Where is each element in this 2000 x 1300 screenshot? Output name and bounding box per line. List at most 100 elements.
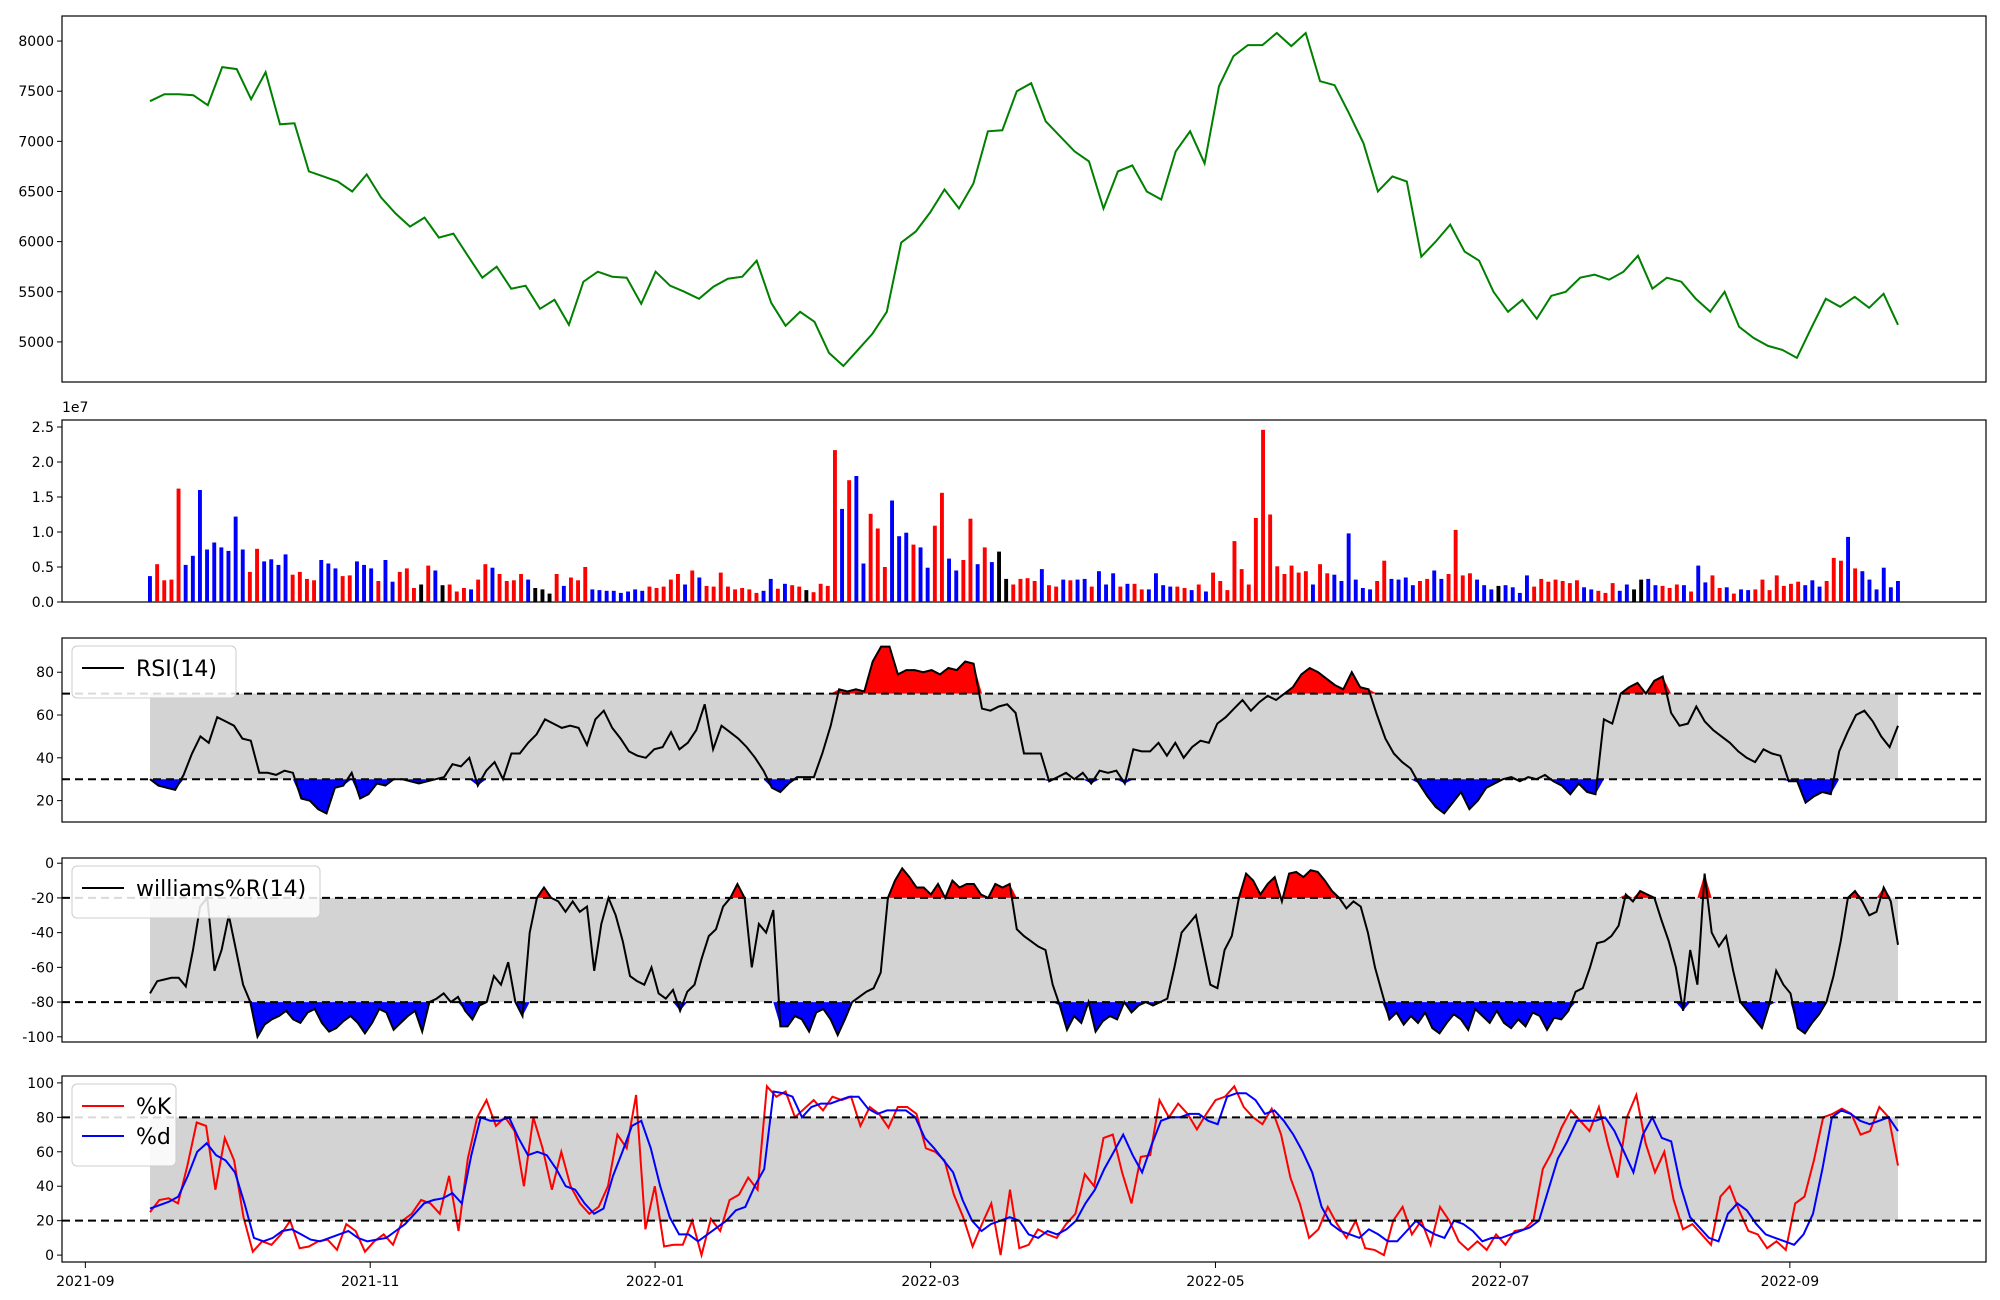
rsi-frame — [61, 637, 1987, 823]
volume-bar — [1332, 574, 1337, 602]
volume-bar — [1439, 578, 1444, 602]
volume-ytick-label: 0.5 — [32, 560, 54, 576]
rsi-panel: 20 40 60 80 RSI(14) — [36, 637, 1987, 823]
volume-bar — [1375, 581, 1380, 602]
volume-bar — [1054, 586, 1059, 602]
volume-bar — [1118, 586, 1123, 602]
volume-bar — [1097, 571, 1101, 602]
volume-bar — [1146, 589, 1151, 602]
volume-bar — [383, 560, 388, 602]
williams-overbought-fill — [730, 884, 745, 898]
volume-bar — [1774, 575, 1779, 602]
volume-bar — [882, 567, 887, 602]
stochastic-ytick-label: 0 — [45, 1248, 54, 1264]
price-ytick-label: 8000 — [18, 34, 54, 50]
stochastic-panel: 0 20 40 60 80 100 %K %d — [27, 1075, 1987, 1264]
volume-bar — [668, 579, 673, 602]
volume-bar — [897, 536, 902, 602]
volume-bar — [683, 584, 687, 602]
williams-ytick-label: -40 — [31, 926, 54, 942]
rsi-overbought-fill — [1284, 668, 1377, 694]
volume-bar — [804, 590, 809, 602]
volume-bar — [1624, 584, 1629, 602]
price-frame — [61, 15, 1987, 383]
rsi-ytick-label: 80 — [36, 665, 54, 681]
volume-bar — [1589, 589, 1594, 602]
volume-bar — [947, 558, 951, 602]
volume-bar — [190, 555, 195, 602]
volume-bar — [1496, 585, 1501, 602]
stochastic-ytick-label: 60 — [36, 1145, 54, 1161]
stochastic-legend-label: %d — [136, 1125, 171, 1150]
price-ytick-label: 6500 — [18, 184, 54, 200]
williams-oversold-fill — [250, 1002, 430, 1037]
stochastic-d-line — [149, 1090, 1899, 1246]
volume-bar — [1339, 581, 1344, 602]
volume-bar — [205, 549, 209, 602]
williams-ytick-label: -80 — [31, 995, 54, 1011]
williams-legend-label: williams%R(14) — [136, 877, 306, 902]
volume-bar — [1610, 583, 1615, 602]
volume-bar — [269, 559, 274, 602]
volume-bar — [1132, 583, 1137, 602]
rsi-ytick-label: 20 — [36, 794, 54, 810]
volume-bar — [262, 561, 267, 602]
volume-bar — [447, 584, 452, 602]
rsi-line — [149, 645, 1899, 815]
volume-bar — [1824, 581, 1829, 602]
volume-bar — [340, 576, 345, 602]
volume-bar — [654, 588, 659, 602]
volume-bar — [240, 549, 245, 602]
williams-line — [149, 866, 1899, 1040]
volume-bar — [1353, 579, 1358, 602]
volume-bar — [1232, 541, 1237, 602]
volume-bar — [155, 564, 160, 602]
volume-bar — [1061, 579, 1066, 602]
volume-bar — [526, 579, 531, 602]
volume-panel: 0.0 0.5 1.0 1.5 2.0 2.5 1e7 — [32, 400, 1987, 611]
volume-bar — [590, 589, 595, 602]
volume-bar — [1853, 568, 1858, 602]
price-line — [149, 31, 1899, 368]
volume-bar — [1682, 585, 1686, 602]
volume-bar — [940, 492, 944, 602]
volume-bar — [312, 580, 316, 602]
volume-bar — [1218, 581, 1223, 602]
volume-bar — [569, 577, 573, 602]
volume-bar — [369, 568, 374, 602]
rsi-oversold-fill — [1082, 779, 1100, 784]
volume-bar — [1346, 533, 1351, 602]
volume-bar — [1082, 578, 1087, 602]
volume-bar — [1639, 579, 1644, 602]
date-tick-label: 2022-01 — [626, 1274, 685, 1290]
volume-bar — [718, 572, 723, 602]
volume-bar — [975, 564, 980, 602]
volume-bar — [690, 570, 695, 602]
volume-bar — [1731, 593, 1736, 602]
volume-bar — [1517, 592, 1522, 602]
volume-bar — [818, 583, 823, 602]
volume-bar — [504, 581, 509, 602]
volume-bar — [911, 544, 916, 602]
volume-bar — [1617, 590, 1622, 602]
volume-bar — [412, 588, 416, 602]
volume-bar — [1446, 574, 1451, 602]
volume-bar — [1596, 590, 1601, 602]
date-tick-label: 2021-09 — [56, 1274, 115, 1290]
volume-bar — [597, 590, 602, 602]
volume-bar — [1475, 579, 1479, 602]
volume-bar — [404, 568, 409, 602]
volume-ytick-label: 0.0 — [32, 595, 54, 611]
volume-bar — [454, 591, 459, 602]
volume-bar — [1275, 566, 1280, 602]
volume-bar — [554, 574, 559, 602]
price-ytick-label: 7500 — [18, 84, 54, 100]
volume-bar — [1182, 588, 1187, 602]
volume-bar — [255, 548, 259, 602]
volume-bar — [925, 567, 930, 602]
volume-bar — [1888, 587, 1893, 602]
volume-bar — [633, 589, 638, 602]
volume-bar — [1211, 572, 1215, 602]
volume-ytick-label: 2.0 — [32, 455, 54, 471]
volume-bar — [1646, 578, 1651, 602]
